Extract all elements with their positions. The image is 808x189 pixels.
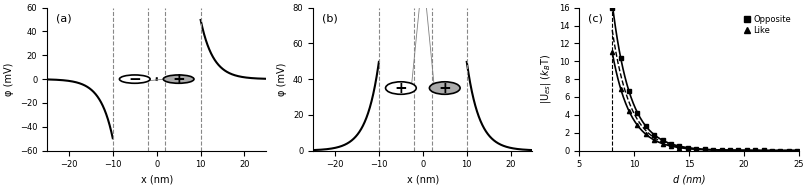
Text: +: + bbox=[439, 81, 451, 96]
Legend: Opposite, Like: Opposite, Like bbox=[739, 12, 794, 38]
Text: (c): (c) bbox=[588, 13, 603, 23]
Circle shape bbox=[385, 82, 416, 94]
X-axis label: x (nm): x (nm) bbox=[141, 175, 173, 185]
Circle shape bbox=[163, 75, 194, 83]
Text: +: + bbox=[172, 72, 185, 87]
Text: +: + bbox=[394, 81, 407, 96]
Circle shape bbox=[120, 75, 150, 83]
Circle shape bbox=[429, 82, 460, 94]
Text: −: − bbox=[128, 72, 141, 87]
X-axis label: d (nm): d (nm) bbox=[673, 175, 705, 185]
Text: (b): (b) bbox=[322, 13, 338, 23]
X-axis label: x (nm): x (nm) bbox=[406, 175, 439, 185]
Y-axis label: φ (mV): φ (mV) bbox=[277, 62, 288, 96]
Y-axis label: φ (mV): φ (mV) bbox=[4, 62, 15, 96]
Y-axis label: |U$_{es}$| ($k_B$T): |U$_{es}$| ($k_B$T) bbox=[540, 54, 553, 104]
Text: (a): (a) bbox=[56, 13, 71, 23]
